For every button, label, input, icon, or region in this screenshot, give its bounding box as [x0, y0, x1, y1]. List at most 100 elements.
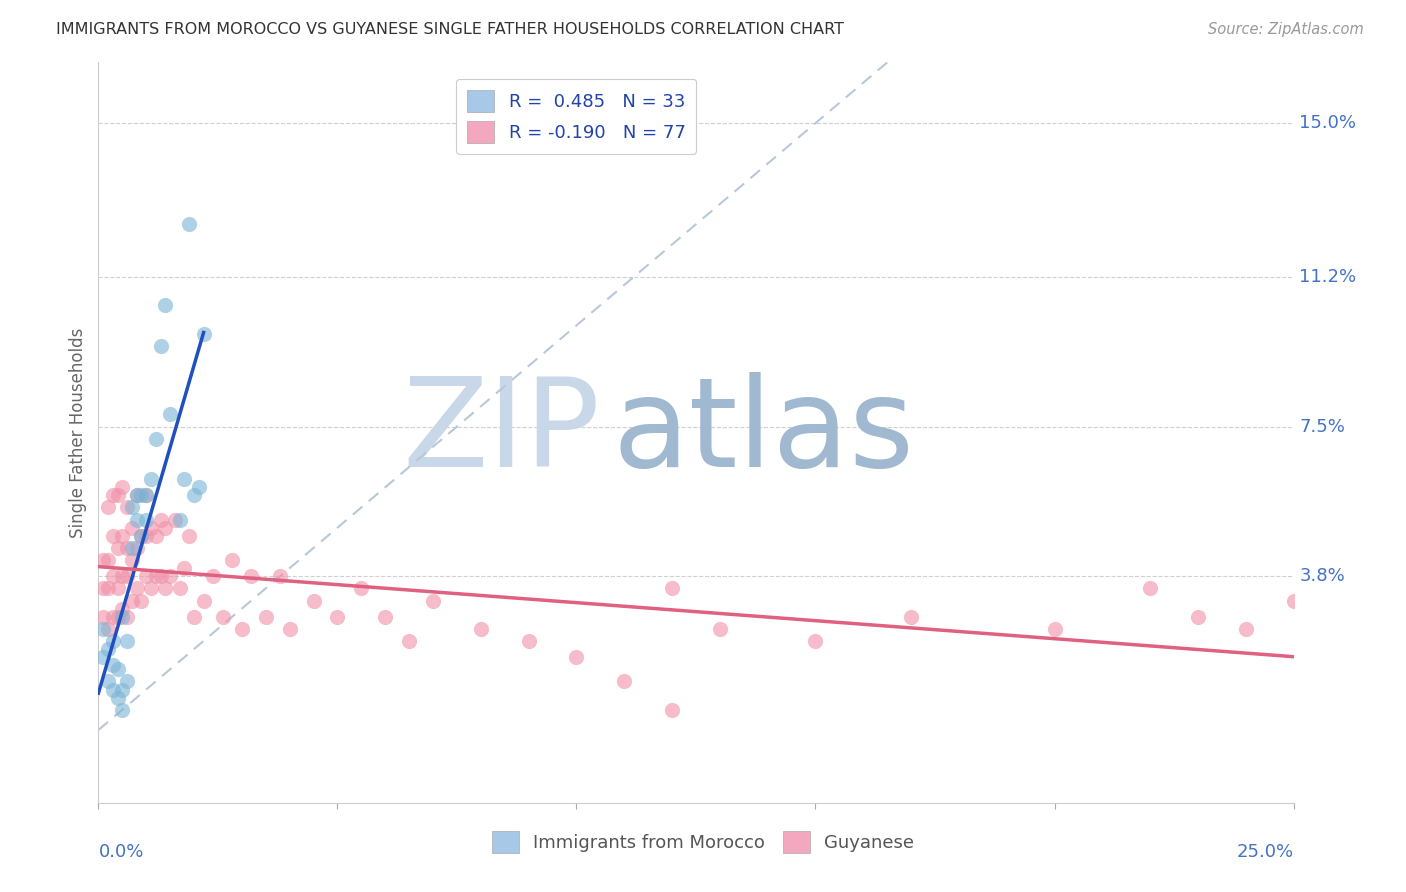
Point [179, 217, 201, 231]
Point [139, 521, 162, 535]
Legend: R =  0.485   N = 33, R = -0.190   N = 77: R = 0.485 N = 33, R = -0.190 N = 77 [457, 78, 696, 153]
Point [121, 553, 143, 567]
Point [115, 500, 138, 515]
Point [135, 488, 157, 502]
Point [97, 622, 120, 636]
Point [240, 569, 263, 583]
Point [278, 622, 301, 636]
Point [149, 513, 172, 527]
Point [125, 488, 148, 502]
Point [1043, 622, 1066, 636]
Point [115, 541, 138, 555]
Point [1139, 582, 1161, 596]
Point [169, 582, 191, 596]
Point [159, 408, 181, 422]
Point [302, 593, 325, 607]
Text: 25.0%: 25.0% [1236, 843, 1294, 861]
Point [179, 529, 201, 543]
Point [101, 488, 124, 502]
Point [131, 593, 153, 607]
Point [139, 582, 162, 596]
Text: ZIP: ZIP [402, 372, 600, 493]
Point [125, 488, 148, 502]
Point [91, 650, 114, 665]
Point [155, 298, 177, 312]
Point [231, 622, 253, 636]
Point [211, 609, 233, 624]
Point [1187, 609, 1209, 624]
Point [145, 569, 167, 583]
Point [121, 593, 143, 607]
Point [193, 593, 215, 607]
Point [111, 682, 134, 697]
Point [139, 472, 162, 486]
Point [91, 622, 114, 636]
Point [91, 582, 114, 596]
Point [101, 569, 124, 583]
Point [183, 488, 205, 502]
Text: atlas: atlas [613, 372, 914, 493]
Point [111, 529, 134, 543]
Text: 11.2%: 11.2% [1299, 268, 1357, 285]
Point [900, 609, 922, 624]
Point [111, 480, 134, 494]
Text: 0.0%: 0.0% [98, 843, 143, 861]
Point [131, 529, 153, 543]
Point [135, 488, 157, 502]
Point [169, 513, 191, 527]
Point [101, 658, 124, 673]
Point [1234, 622, 1257, 636]
Point [145, 529, 167, 543]
Legend: Immigrants from Morocco, Guyanese: Immigrants from Morocco, Guyanese [484, 824, 922, 861]
Point [107, 609, 129, 624]
Point [135, 513, 157, 527]
Point [187, 480, 209, 494]
Point [111, 703, 134, 717]
Point [121, 541, 143, 555]
Point [269, 569, 291, 583]
Point [101, 682, 124, 697]
Point [107, 541, 129, 555]
Y-axis label: Single Father Households: Single Father Households [69, 327, 87, 538]
Point [517, 634, 540, 648]
Point [470, 622, 492, 636]
Point [804, 634, 827, 648]
Point [121, 500, 143, 515]
Point [107, 582, 129, 596]
Text: IMMIGRANTS FROM MOROCCO VS GUYANESE SINGLE FATHER HOUSEHOLDS CORRELATION CHART: IMMIGRANTS FROM MOROCCO VS GUYANESE SING… [56, 22, 844, 37]
Point [350, 582, 373, 596]
Point [149, 569, 172, 583]
Point [135, 529, 157, 543]
Point [125, 513, 148, 527]
Point [111, 601, 134, 615]
Point [97, 500, 120, 515]
Point [613, 674, 636, 689]
Point [221, 553, 243, 567]
Point [115, 569, 138, 583]
Point [254, 609, 277, 624]
Point [107, 662, 129, 676]
Point [107, 690, 129, 705]
Point [97, 674, 120, 689]
Point [422, 593, 444, 607]
Point [565, 650, 588, 665]
Point [173, 561, 195, 575]
Point [155, 521, 177, 535]
Point [202, 569, 225, 583]
Point [121, 521, 143, 535]
Point [97, 582, 120, 596]
Text: 3.8%: 3.8% [1299, 567, 1346, 585]
Point [135, 569, 157, 583]
Point [183, 609, 205, 624]
Point [125, 582, 148, 596]
Text: 7.5%: 7.5% [1299, 417, 1346, 435]
Point [107, 488, 129, 502]
Point [97, 642, 120, 657]
Point [101, 529, 124, 543]
Point [91, 609, 114, 624]
Text: Source: ZipAtlas.com: Source: ZipAtlas.com [1208, 22, 1364, 37]
Point [709, 622, 731, 636]
Point [131, 488, 153, 502]
Point [111, 609, 134, 624]
Point [374, 609, 396, 624]
